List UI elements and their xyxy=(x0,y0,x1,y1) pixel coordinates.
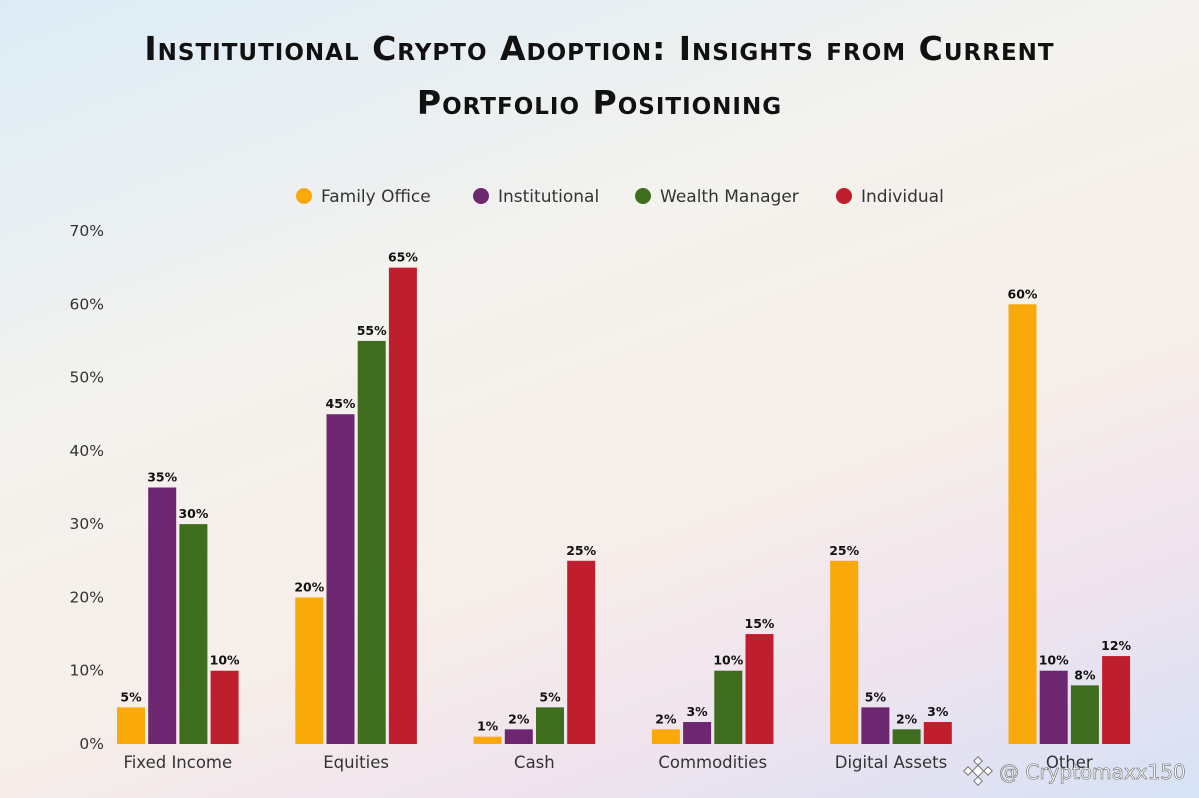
bar xyxy=(923,722,952,744)
bar xyxy=(683,722,712,744)
chart-title-line2: Portfolio Positioning xyxy=(416,83,783,122)
data-label: 45% xyxy=(326,396,356,411)
legend: Family Office Institutional Wealth Manager… xyxy=(296,187,944,207)
data-label: 2% xyxy=(508,711,530,726)
data-label: 12% xyxy=(1101,638,1131,653)
x-category-label: Digital Assets xyxy=(835,753,947,772)
y-tick-label: 60% xyxy=(70,295,104,313)
data-label: 65% xyxy=(388,250,418,265)
bar xyxy=(179,524,208,744)
data-label: 30% xyxy=(178,506,208,521)
chart-title-line1: Institutional Crypto Adoption: Insights … xyxy=(144,29,1055,68)
y-tick-label: 50% xyxy=(70,369,104,387)
data-label: 10% xyxy=(210,653,240,668)
bar xyxy=(295,597,324,744)
bar xyxy=(745,634,774,744)
data-label: 10% xyxy=(1039,653,1069,668)
bar xyxy=(536,707,564,744)
bar xyxy=(1039,670,1068,744)
data-label: 8% xyxy=(1074,667,1096,682)
bar xyxy=(714,670,743,744)
data-label: 5% xyxy=(539,689,561,704)
binance-diamond-icon xyxy=(963,756,993,786)
bar xyxy=(892,729,921,744)
y-axis: 0% 10% 20% 30% 40% 50% 60% 70% xyxy=(70,222,104,753)
watermark: @ Cryptomaxx150 xyxy=(963,756,1186,786)
data-label: 2% xyxy=(896,711,918,726)
x-category-label: Cash xyxy=(514,753,555,772)
bar xyxy=(861,707,890,744)
bar xyxy=(830,560,859,744)
x-axis: Fixed Income Equities Cash Commodities Digit… xyxy=(123,753,1092,772)
bar xyxy=(388,267,417,744)
bar xyxy=(1102,656,1131,744)
y-tick-label: 0% xyxy=(79,735,104,753)
legend-label: Wealth Manager xyxy=(660,187,799,207)
bar xyxy=(357,340,386,744)
data-label: 35% xyxy=(147,470,177,485)
legend-swatch xyxy=(473,188,489,204)
bar xyxy=(473,736,502,744)
data-label: 5% xyxy=(865,689,887,704)
data-label: 55% xyxy=(357,323,387,338)
bar xyxy=(651,729,680,744)
data-label: 25% xyxy=(829,543,859,558)
bar xyxy=(1070,685,1099,744)
bar xyxy=(210,670,239,744)
bar xyxy=(1008,304,1037,744)
chart-title: Institutional Crypto Adoption: Insights … xyxy=(0,22,1199,130)
bar xyxy=(504,729,533,744)
data-label: 2% xyxy=(655,711,677,726)
bar xyxy=(567,560,596,744)
x-category-label: Fixed Income xyxy=(123,753,232,772)
y-tick-label: 70% xyxy=(70,222,104,240)
watermark-text: @ Cryptomaxx150 xyxy=(999,760,1186,784)
bar xyxy=(326,414,355,744)
data-label: 25% xyxy=(566,543,596,558)
legend-swatch xyxy=(296,188,312,204)
data-label: 3% xyxy=(686,704,708,719)
y-tick-label: 20% xyxy=(70,588,104,606)
data-label: 10% xyxy=(713,653,743,668)
x-category-label: Other xyxy=(1046,753,1093,772)
legend-label: Individual xyxy=(861,187,944,207)
y-tick-label: 30% xyxy=(70,515,104,533)
data-label: 5% xyxy=(120,689,142,704)
data-label: 15% xyxy=(745,616,775,631)
data-label: 1% xyxy=(477,719,499,734)
x-category-label: Commodities xyxy=(658,753,767,772)
bar xyxy=(148,487,177,744)
data-label: 60% xyxy=(1008,286,1038,301)
legend-swatch xyxy=(836,188,852,204)
y-tick-label: 10% xyxy=(70,662,104,680)
bars: 5% 35% 30% 10% 20% 45% 55% 65% 1% 2% 5% 25% 2% 3% 10% 1… xyxy=(117,250,1132,744)
legend-label: Institutional xyxy=(498,187,599,207)
legend-swatch xyxy=(635,188,651,204)
y-tick-label: 40% xyxy=(70,442,104,460)
data-label: 3% xyxy=(927,704,949,719)
bar xyxy=(117,707,145,744)
legend-label: Family Office xyxy=(321,187,431,207)
x-category-label: Equities xyxy=(323,753,389,772)
data-label: 20% xyxy=(294,579,324,594)
